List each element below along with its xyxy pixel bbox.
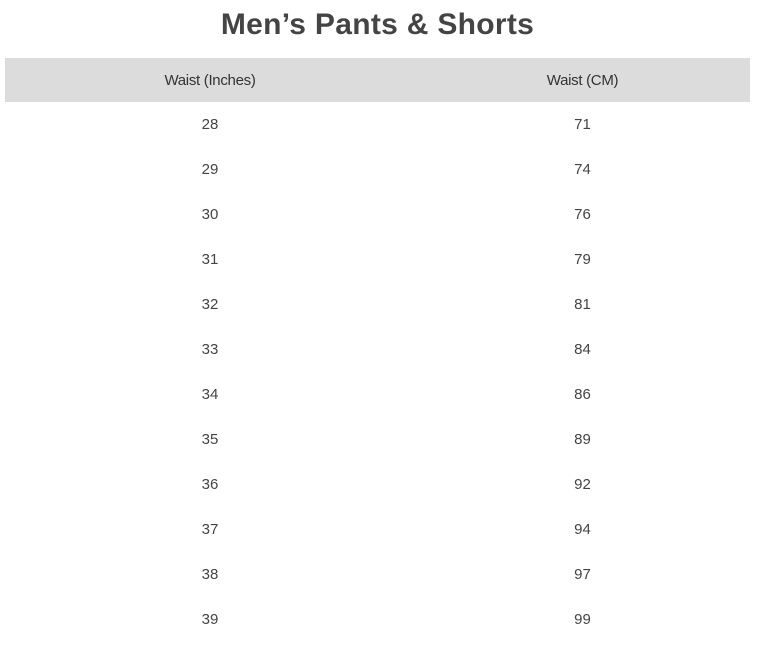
waist-inches-cell: 39 — [201, 611, 219, 628]
table-header: Waist (Inches) Waist (CM) — [5, 58, 750, 102]
table-row: 33 84 — [5, 327, 750, 372]
waist-cm-cell: 81 — [574, 296, 591, 313]
header-waist-cm: Waist (CM) — [415, 58, 750, 102]
waist-cm-cell: 94 — [574, 521, 591, 538]
waist-inches-cell: 30 — [201, 206, 219, 223]
waist-cm-cell: 84 — [574, 341, 591, 358]
table-row: 32 81 — [5, 282, 750, 327]
table-row: 31 79 — [5, 237, 750, 282]
waist-inches-cell: 37 — [201, 521, 219, 538]
waist-inches-cell: 31 — [201, 251, 219, 268]
waist-inches-cell: 29 — [201, 161, 219, 178]
waist-inches-cell: 36 — [201, 476, 219, 493]
waist-inches-cell: 28 — [201, 116, 219, 133]
waist-inches-cell: 33 — [201, 341, 219, 358]
waist-cm-cell: 89 — [574, 431, 591, 448]
page-title: Men’s Pants & Shorts — [220, 8, 535, 41]
waist-cm-cell: 76 — [574, 206, 591, 223]
table-row: 38 97 — [5, 552, 750, 597]
table-row: 29 74 — [5, 147, 750, 192]
table-row: 36 92 — [5, 462, 750, 507]
waist-cm-cell: 92 — [574, 476, 591, 493]
size-table: Waist (Inches) Waist (CM) 28 71 29 74 30 76 31… — [5, 58, 750, 642]
table-row: 28 71 — [5, 102, 750, 147]
header-waist-inches: Waist (Inches) — [5, 58, 415, 102]
table-row: 34 86 — [5, 372, 750, 417]
table-row: 30 76 — [5, 192, 750, 237]
waist-cm-cell: 71 — [574, 116, 591, 133]
waist-cm-cell: 79 — [574, 251, 591, 268]
table-row: 39 99 — [5, 597, 750, 642]
waist-inches-cell: 32 — [201, 296, 219, 313]
waist-cm-cell: 99 — [574, 611, 591, 628]
waist-cm-cell: 97 — [574, 566, 591, 583]
waist-inches-cell: 34 — [201, 386, 219, 403]
waist-cm-cell: 74 — [574, 161, 591, 178]
waist-inches-cell: 38 — [201, 566, 219, 583]
table-row: 35 89 — [5, 417, 750, 462]
table-row: 37 94 — [5, 507, 750, 552]
waist-cm-cell: 86 — [574, 386, 591, 403]
waist-inches-cell: 35 — [201, 431, 219, 448]
